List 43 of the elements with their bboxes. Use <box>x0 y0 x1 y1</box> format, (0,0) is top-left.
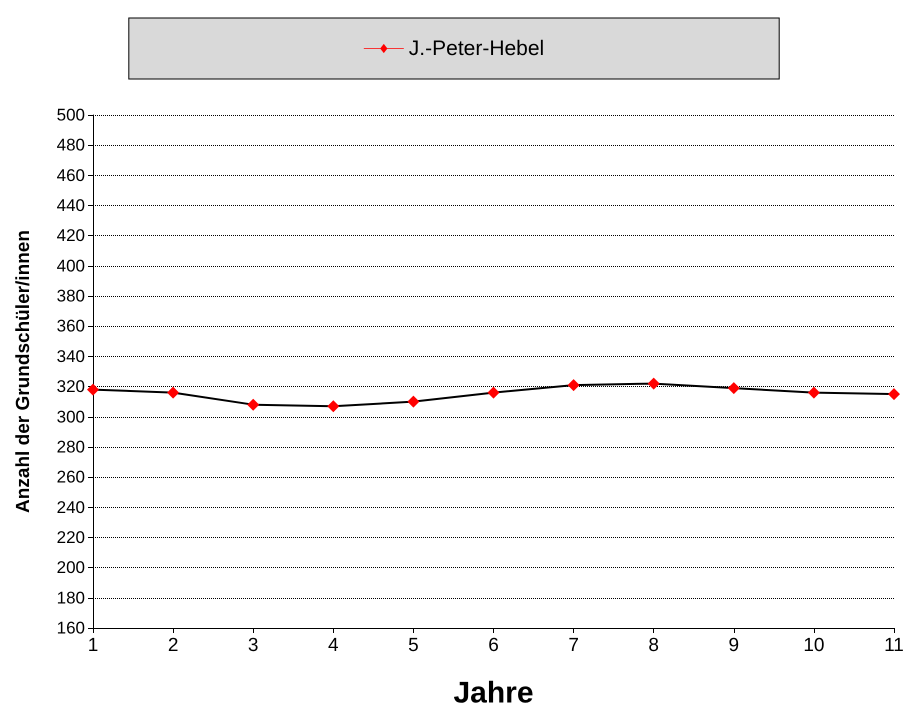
y-tick-label: 320 <box>56 377 85 396</box>
point <box>568 379 580 392</box>
y-tick-label: 180 <box>56 588 85 608</box>
x-tick-label: 3 <box>248 635 258 656</box>
x-tick-label: 6 <box>488 635 499 656</box>
x-tick-label: 11 <box>884 635 904 656</box>
x-axis-title: Jahre <box>453 676 534 710</box>
x-tick-label: 10 <box>803 635 824 656</box>
y-axis-title: Anzahl der Grundschüler/innen <box>13 230 34 513</box>
y-tick-label: 460 <box>56 166 85 185</box>
x-tick-label: 5 <box>408 635 419 656</box>
x-tick-label: 1 <box>88 635 98 656</box>
y-tick-label: 500 <box>56 106 85 124</box>
point <box>648 378 660 390</box>
point <box>407 396 420 408</box>
point <box>247 398 260 411</box>
point <box>808 386 820 399</box>
y-tick-label: 260 <box>56 468 85 487</box>
y-tick-label: 440 <box>56 196 85 216</box>
y-tick-label: 360 <box>56 316 85 336</box>
y-tick-label: 380 <box>56 286 85 306</box>
y-tick-label: 480 <box>56 136 85 155</box>
x-tick-label: 7 <box>568 635 579 656</box>
y-tick-label: 160 <box>56 618 85 638</box>
x-tick-label: 9 <box>728 635 740 656</box>
point <box>888 388 900 400</box>
y-tick-label: 340 <box>56 346 85 366</box>
x-tick-label: 8 <box>648 635 659 656</box>
point <box>327 400 340 412</box>
point <box>488 386 500 399</box>
y-tick-label: 420 <box>56 226 85 246</box>
x-tick-label: 4 <box>328 635 340 656</box>
x-tick-label: 2 <box>168 635 178 656</box>
point <box>87 384 99 396</box>
point <box>728 382 740 394</box>
y-tick-label: 400 <box>56 256 85 276</box>
y-tick-label: 280 <box>56 437 85 456</box>
y-tick-label: 300 <box>56 407 85 426</box>
y-tick-label: 220 <box>56 528 85 547</box>
point <box>167 386 180 399</box>
y-tick-label: 200 <box>56 558 85 578</box>
legend-label: J.-Peter-Hebel <box>408 37 544 60</box>
y-tick-label: 240 <box>56 498 85 517</box>
